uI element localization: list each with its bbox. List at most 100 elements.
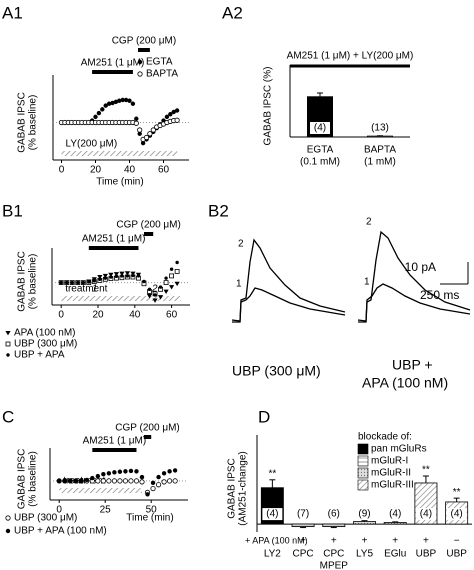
trace-label: 1 bbox=[236, 279, 242, 290]
n-label: (6) bbox=[328, 509, 340, 520]
drug-bar bbox=[92, 70, 133, 74]
data-point bbox=[150, 485, 156, 492]
x-tick-label: UBP bbox=[416, 549, 437, 560]
x-tick-label: 0 bbox=[58, 310, 64, 321]
n-label-box bbox=[293, 508, 314, 521]
data-point bbox=[130, 101, 136, 106]
treatment-mark: + bbox=[423, 536, 429, 547]
trace-label: 1 bbox=[364, 277, 370, 288]
y-axis-label: GABAB IPSC (%) bbox=[263, 67, 274, 146]
data-point bbox=[65, 280, 69, 285]
legend-label: BAPTA bbox=[146, 69, 178, 80]
drug-bar bbox=[61, 151, 178, 156]
data-point bbox=[84, 477, 90, 483]
data-point bbox=[110, 100, 115, 106]
drug-bar bbox=[143, 435, 152, 439]
bar bbox=[291, 523, 315, 528]
legend-title: blockade of: bbox=[358, 432, 412, 443]
y-axis-label: GABAB IPSC bbox=[17, 92, 28, 153]
drug-bar bbox=[92, 448, 137, 452]
x-tick-label: 40 bbox=[129, 310, 141, 321]
drug-label: CGP (200 μM) bbox=[112, 36, 176, 47]
data-point bbox=[174, 269, 180, 274]
data-point bbox=[167, 469, 172, 474]
x-axis-label: Time (min) bbox=[96, 177, 143, 188]
significance: ** bbox=[453, 487, 461, 498]
y-axis-label: (% baseline) bbox=[28, 95, 39, 151]
n-label-box bbox=[262, 508, 283, 521]
legend-label: APA (100 nM) bbox=[14, 328, 76, 339]
n-label: (4) bbox=[266, 509, 278, 520]
data-point bbox=[122, 478, 129, 484]
legend-label: UBP (300 μM) bbox=[14, 513, 77, 524]
data-point bbox=[62, 478, 67, 484]
data-point bbox=[81, 280, 85, 285]
data-point bbox=[108, 272, 114, 278]
treatment-mark: + bbox=[392, 536, 398, 547]
annotation: 1 bbox=[92, 284, 98, 295]
drug-bar bbox=[59, 488, 143, 493]
data-point bbox=[5, 528, 11, 534]
data-point bbox=[79, 478, 84, 484]
data-point bbox=[92, 279, 97, 283]
trace-caption: APA (100 nM) bbox=[362, 375, 448, 391]
data-point bbox=[169, 267, 174, 271]
scale-label: 250 ms bbox=[420, 288, 459, 302]
x-tick-label: 40 bbox=[124, 165, 136, 176]
data-point bbox=[150, 127, 156, 133]
data-point bbox=[95, 473, 101, 479]
n-label-box bbox=[323, 508, 344, 521]
data-point bbox=[171, 109, 176, 115]
y-axis-label: GABAB IPSC bbox=[17, 251, 28, 312]
x-tick-label: 20 bbox=[90, 165, 102, 176]
data-point bbox=[137, 127, 143, 133]
data-point bbox=[103, 276, 108, 280]
data-point bbox=[117, 478, 123, 484]
data-point bbox=[140, 140, 146, 146]
y-axis-label: GABAB IPSC bbox=[227, 458, 238, 519]
data-point bbox=[128, 478, 134, 484]
data-point bbox=[114, 274, 119, 279]
data-point bbox=[156, 474, 161, 480]
data-point bbox=[153, 293, 157, 297]
legend-label: UBP (300 μM) bbox=[14, 339, 77, 350]
drug-label: CGP (200 μM) bbox=[115, 423, 179, 434]
n-label-box bbox=[415, 508, 436, 521]
n-label: (4) bbox=[389, 509, 401, 520]
legend-label: UBP + APA bbox=[14, 350, 65, 361]
data-point bbox=[106, 471, 112, 476]
annotation: 2 bbox=[151, 284, 158, 295]
data-point bbox=[102, 273, 108, 279]
y-axis-label: GABAB IPSC bbox=[17, 449, 28, 510]
legend-swatch bbox=[357, 443, 369, 455]
x-tick-label: EGlu bbox=[384, 549, 406, 560]
drug-label: treatment bbox=[65, 284, 107, 295]
data-point bbox=[137, 131, 142, 136]
data-point bbox=[133, 478, 140, 484]
data-point bbox=[161, 479, 167, 485]
treatment-mark: + bbox=[362, 536, 368, 547]
data-point bbox=[174, 281, 180, 287]
x-tick-sublabel: MPEP bbox=[320, 561, 349, 570]
data-point bbox=[124, 271, 131, 276]
data-point bbox=[172, 468, 178, 473]
drug-label: LY(200 μM) bbox=[66, 139, 118, 150]
bar bbox=[353, 521, 376, 525]
data-point bbox=[113, 99, 119, 105]
data-point bbox=[134, 469, 139, 474]
panel-label: D bbox=[258, 407, 270, 426]
n-label-box bbox=[385, 508, 406, 521]
data-point bbox=[5, 515, 11, 521]
data-point bbox=[117, 98, 122, 103]
drug-bar bbox=[144, 232, 154, 236]
scale-label: 10 pA bbox=[405, 260, 436, 274]
data-point bbox=[103, 103, 108, 108]
n-label: (4) bbox=[314, 123, 326, 134]
data-point bbox=[139, 474, 145, 480]
panel-label: A1 bbox=[2, 3, 23, 22]
n-label-box bbox=[446, 508, 467, 521]
x-tick-sublabel: (1 mM) bbox=[364, 157, 396, 168]
data-point bbox=[87, 280, 91, 284]
data-point bbox=[133, 120, 139, 126]
